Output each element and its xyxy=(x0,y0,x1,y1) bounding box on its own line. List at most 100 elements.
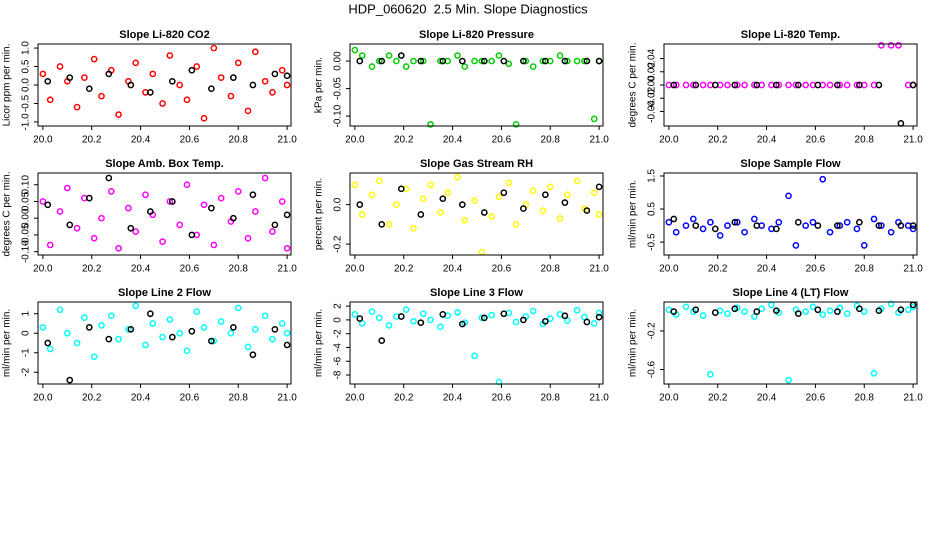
x-tick-label: 20.0 xyxy=(345,393,365,404)
point xyxy=(249,191,257,199)
y-tick-label: -2 xyxy=(333,329,344,338)
y-tick-label: 0.0 xyxy=(333,197,344,211)
point xyxy=(98,322,105,329)
point xyxy=(682,303,690,311)
y-tick-label: -4 xyxy=(333,343,344,352)
point xyxy=(385,52,393,59)
point xyxy=(375,177,383,185)
point xyxy=(909,81,917,89)
point xyxy=(689,215,697,223)
point xyxy=(269,335,276,343)
point xyxy=(843,310,851,317)
panel-title: Slope Sample Flow xyxy=(740,158,841,170)
point xyxy=(707,371,714,378)
y-axis-label: degrees C per min. xyxy=(2,171,13,256)
point xyxy=(458,201,466,208)
point xyxy=(46,96,54,104)
point xyxy=(542,57,549,65)
x-tick-label: 20.0 xyxy=(33,135,53,146)
point xyxy=(356,201,364,208)
point xyxy=(378,221,386,228)
point xyxy=(107,188,115,195)
point xyxy=(146,208,154,215)
y-tick-label: 1.0 xyxy=(21,41,32,55)
point xyxy=(877,222,885,229)
point xyxy=(90,55,98,63)
point xyxy=(595,309,603,317)
point xyxy=(81,74,88,81)
x-tick-label: 20.2 xyxy=(708,393,728,404)
point xyxy=(512,120,520,128)
point xyxy=(39,324,47,331)
point xyxy=(731,218,739,226)
y-tick-label: 0.5 xyxy=(647,202,658,216)
x-tick-label: 20.8 xyxy=(541,264,561,275)
point xyxy=(670,308,678,315)
point xyxy=(856,81,863,89)
point xyxy=(733,81,741,89)
point xyxy=(802,81,809,89)
point xyxy=(741,228,748,236)
point xyxy=(85,324,93,331)
point xyxy=(887,300,895,308)
point xyxy=(522,57,530,65)
y-tick-label: -0.04 xyxy=(647,100,658,123)
y-tick-label: -0.05 xyxy=(21,223,32,246)
point xyxy=(707,218,714,226)
point xyxy=(351,311,359,318)
point xyxy=(529,63,537,70)
point xyxy=(860,308,868,315)
point xyxy=(454,52,461,59)
point xyxy=(410,57,417,65)
point xyxy=(397,52,405,59)
point xyxy=(166,198,174,205)
x-tick-label: 21.0 xyxy=(589,393,609,404)
point xyxy=(556,52,564,59)
point xyxy=(480,57,488,65)
point xyxy=(358,52,366,59)
point xyxy=(127,325,135,333)
point xyxy=(210,44,218,52)
point xyxy=(731,81,739,89)
point xyxy=(166,52,174,59)
point xyxy=(505,179,513,187)
x-tick-label: 21.0 xyxy=(589,264,609,275)
y-tick-label: 0 xyxy=(333,317,344,323)
point xyxy=(529,187,537,195)
point xyxy=(437,57,444,65)
y-tick-label: -0.05 xyxy=(333,77,344,100)
point xyxy=(488,213,495,220)
point xyxy=(546,183,554,191)
x-tick-label: 20.4 xyxy=(757,135,777,146)
y-tick-label: 1 xyxy=(21,310,32,316)
point xyxy=(758,305,766,313)
point xyxy=(283,329,291,337)
point xyxy=(471,197,478,205)
point xyxy=(127,224,135,232)
point xyxy=(417,57,425,65)
point xyxy=(234,188,242,195)
x-tick-label: 20.6 xyxy=(806,393,826,404)
y-tick-label: -0.2 xyxy=(647,322,658,340)
point xyxy=(711,225,719,233)
point xyxy=(670,215,678,223)
point xyxy=(711,81,719,89)
point xyxy=(227,329,235,337)
point xyxy=(402,63,410,70)
point xyxy=(427,181,434,189)
y-tick-label: -0.02 xyxy=(647,86,658,109)
point xyxy=(283,341,291,349)
point xyxy=(427,316,434,324)
y-axis-label: ml/min per min. xyxy=(628,180,639,248)
point xyxy=(875,81,883,89)
point xyxy=(249,81,257,89)
y-tick-label: -1.0 xyxy=(21,113,32,131)
point xyxy=(375,314,383,322)
x-tick-label: 20.6 xyxy=(806,135,826,146)
point xyxy=(834,81,841,89)
x-tick-label: 20.4 xyxy=(131,135,151,146)
panel-title: Slope Li-820 Temp. xyxy=(741,29,840,41)
point xyxy=(73,103,81,111)
y-tick-label: -0.10 xyxy=(21,240,32,263)
x-tick-label: 20.6 xyxy=(180,135,200,146)
